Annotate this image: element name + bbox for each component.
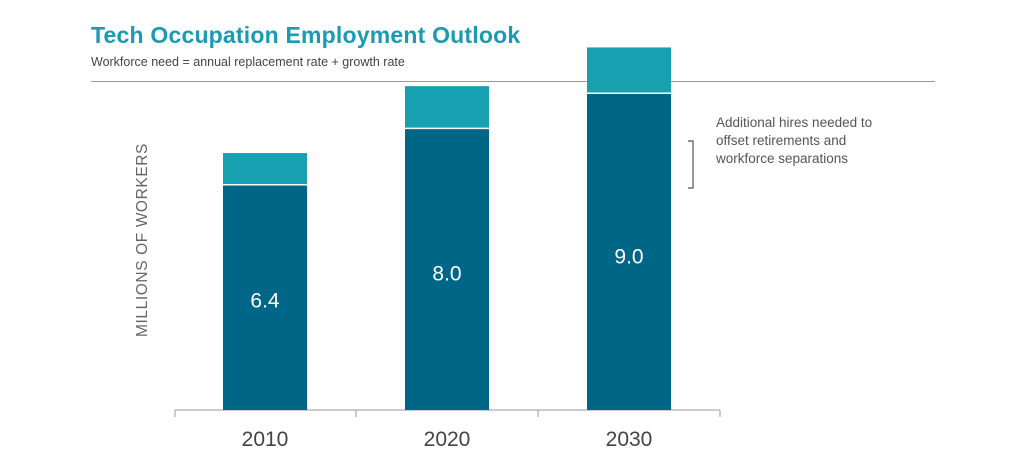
x-tick-label-2010: 2010	[242, 428, 289, 451]
header-divider	[91, 81, 935, 82]
legend-bracket	[688, 140, 694, 189]
bar-value-label-2030: 9.0	[614, 245, 643, 268]
bar-additional-2010	[223, 153, 307, 185]
x-tick-label-2030: 2030	[606, 428, 653, 451]
x-tick-label-2020: 2020	[424, 428, 471, 451]
bar-additional-2020	[405, 86, 489, 129]
bar-value-label-2020: 8.0	[432, 262, 461, 285]
y-axis-label: MILLIONS OF WORKERS	[134, 143, 151, 337]
bar-base-2010	[223, 184, 307, 410]
bar-additional-2030	[587, 47, 671, 94]
legend-label-additional-hires: Additional hires needed to offset retire…	[716, 115, 873, 166]
chart-subtitle: Workforce need = annual replacement rate…	[91, 55, 405, 69]
bar-base-2030	[587, 93, 671, 410]
bar-value-label-2010: 6.4	[250, 289, 280, 312]
bar-base-2020	[405, 128, 489, 410]
chart-title: Tech Occupation Employment Outlook	[91, 22, 521, 48]
